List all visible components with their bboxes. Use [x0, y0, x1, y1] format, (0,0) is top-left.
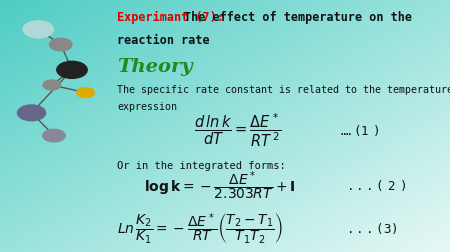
- Circle shape: [18, 106, 45, 121]
- Circle shape: [76, 88, 94, 98]
- Text: Or in the integrated forms:: Or in the integrated forms:: [117, 160, 286, 170]
- Circle shape: [43, 130, 65, 142]
- Text: $Ln\,\dfrac{K_2}{K_1} = -\dfrac{\Delta E^*}{RT}\left(\dfrac{T_2 - T_1}{T_1 T_2}\: $Ln\,\dfrac{K_2}{K_1} = -\dfrac{\Delta E…: [117, 211, 283, 245]
- Text: reaction rate: reaction rate: [117, 34, 210, 47]
- Circle shape: [50, 39, 72, 52]
- Text: The effect of temperature on the: The effect of temperature on the: [184, 11, 412, 24]
- Circle shape: [57, 62, 87, 79]
- Text: Experimant (7):: Experimant (7):: [117, 11, 224, 24]
- Text: $\dfrac{d\,ln\,k}{dT} = \dfrac{\Delta E^*}{RT^{\,2}}$: $\dfrac{d\,ln\,k}{dT} = \dfrac{\Delta E^…: [194, 111, 281, 149]
- Circle shape: [23, 22, 54, 39]
- Text: expression: expression: [117, 102, 177, 112]
- Text: $\mathbf{log\,k} = -\dfrac{\Delta E^*}{2.303RT} + \mathbf{I}$: $\mathbf{log\,k} = -\dfrac{\Delta E^*}{2…: [144, 169, 296, 202]
- Text: Theory: Theory: [117, 58, 193, 76]
- Text: $\mathtt{...(3)}$: $\mathtt{...(3)}$: [346, 220, 398, 236]
- Text: $\mathtt{\ldots\!.\!( 1\ )}$: $\mathtt{\ldots\!.\!( 1\ )}$: [340, 122, 379, 137]
- Text: The specific rate constant is related to the temperature by the: The specific rate constant is related to…: [117, 84, 450, 94]
- Circle shape: [43, 81, 61, 91]
- Text: $\mathtt{...(\ 2\ )}$: $\mathtt{...(\ 2\ )}$: [346, 178, 406, 193]
